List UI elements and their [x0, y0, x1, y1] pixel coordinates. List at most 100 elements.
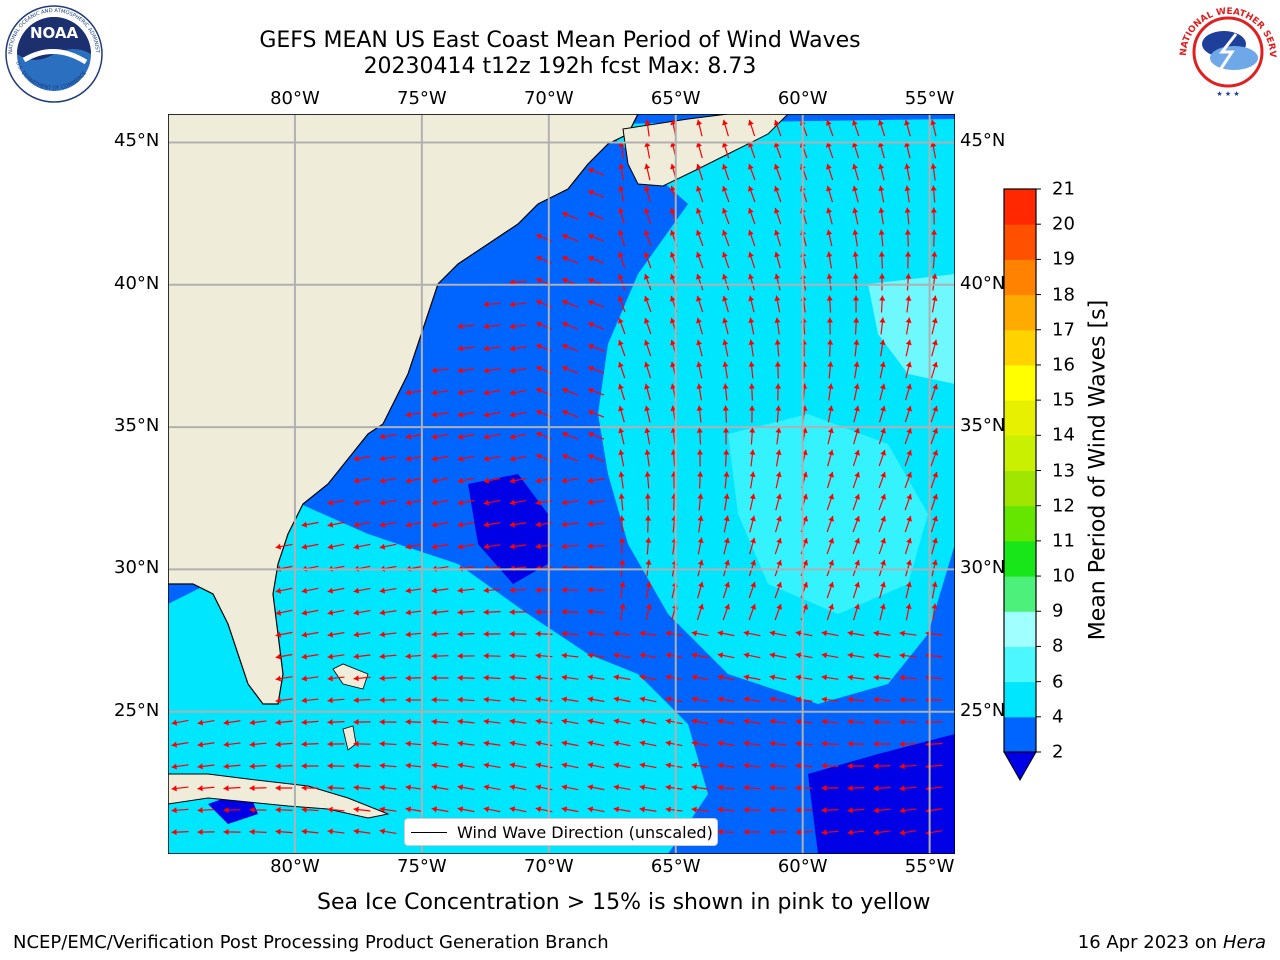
- wave-arrow: [457, 543, 475, 550]
- wave-arrow: [457, 323, 475, 330]
- wave-arrow: [639, 718, 657, 725]
- wave-arrow: [878, 449, 886, 467]
- wave-arrow: [405, 587, 423, 594]
- wave-arrow: [483, 674, 501, 681]
- wave-arrow: [905, 559, 912, 577]
- wave-arrow: [899, 807, 917, 814]
- wave-arrow: [723, 449, 730, 467]
- wave-arrow: [353, 762, 371, 769]
- wave-arrow: [587, 189, 605, 198]
- wave-arrow: [275, 741, 293, 748]
- wave-arrow: [457, 674, 475, 681]
- wave-arrow: [878, 515, 887, 533]
- wave-arrow: [769, 630, 787, 637]
- wave-arrow: [509, 411, 527, 418]
- wave-arrow: [774, 295, 781, 313]
- wave-arrow: [873, 696, 891, 703]
- wave-arrow: [905, 603, 912, 621]
- lon-tick-label-top: 80°W: [270, 88, 320, 109]
- wave-arrow: [795, 784, 813, 791]
- wave-arrow: [821, 652, 839, 659]
- wave-arrow: [327, 499, 345, 506]
- wave-arrow: [853, 405, 860, 423]
- wave-arrow: [405, 499, 423, 506]
- wave-arrow: [639, 696, 657, 703]
- wave-arrow: [379, 784, 397, 791]
- wave-arrow: [379, 521, 397, 528]
- wave-arrow: [587, 652, 605, 659]
- wave-arrow: [774, 537, 782, 555]
- wave-arrow: [483, 323, 501, 330]
- wave-arrow: [618, 141, 625, 159]
- wave-arrow: [722, 317, 729, 335]
- wave-arrow: [748, 339, 755, 357]
- wave-arrow: [774, 515, 782, 533]
- wave-arrow: [826, 537, 835, 555]
- wave-arrow: [483, 499, 501, 506]
- map-panel: [167, 113, 956, 855]
- wave-arrow: [930, 515, 938, 533]
- wave-arrow: [847, 630, 865, 637]
- colorbar-tick-label: 8: [1052, 635, 1064, 657]
- colorbar-tick-label: 16: [1052, 354, 1075, 376]
- wave-arrow: [457, 740, 475, 747]
- wave-arrow: [878, 251, 885, 269]
- wave-arrow: [722, 295, 729, 313]
- wave-arrow: [561, 477, 579, 484]
- wave-arrow: [509, 521, 527, 528]
- wave-arrow: [431, 718, 449, 725]
- wave-arrow: [644, 427, 651, 445]
- wave-arrow: [587, 409, 605, 418]
- wave-arrow: [327, 697, 345, 704]
- wave-arrow: [223, 828, 241, 835]
- colorbar-bin: [1004, 435, 1036, 471]
- wave-arrow: [827, 383, 834, 401]
- wave-arrow: [509, 367, 527, 374]
- wave-arrow: [587, 299, 605, 308]
- wave-arrow: [171, 807, 189, 814]
- wave-arrow: [774, 339, 781, 357]
- wave-arrow: [774, 251, 781, 269]
- wave-arrow: [613, 740, 631, 747]
- wave-arrow: [431, 367, 449, 374]
- wave-arrow: [873, 652, 891, 659]
- wave-arrow: [509, 630, 527, 637]
- wave-arrow: [717, 828, 735, 835]
- wave-arrow: [327, 609, 345, 616]
- wave-arrow: [930, 163, 937, 181]
- wave-arrow: [769, 696, 787, 703]
- wave-arrow: [275, 697, 293, 704]
- wave-arrow: [696, 273, 704, 291]
- wave-arrow: [644, 383, 651, 401]
- wave-arrow: [561, 321, 579, 330]
- wave-arrow: [665, 762, 683, 769]
- wave-arrow: [696, 185, 704, 203]
- wave-arrow: [904, 207, 911, 225]
- wave-arrow: [930, 493, 938, 511]
- wave-arrow: [873, 763, 891, 770]
- wave-arrow: [878, 185, 885, 203]
- wave-arrow: [197, 785, 215, 792]
- wave-arrow: [691, 718, 709, 725]
- wave-arrow: [644, 229, 652, 247]
- wave-arrow: [587, 255, 605, 264]
- wave-arrow: [509, 477, 527, 484]
- wave-arrow: [379, 718, 397, 725]
- wave-arrow: [748, 229, 756, 247]
- wave-arrow: [696, 361, 703, 379]
- wave-arrow: [930, 471, 938, 489]
- wave-arrow: [405, 718, 423, 725]
- wave-arrow: [774, 603, 783, 621]
- wave-arrow: [795, 807, 813, 814]
- wave-arrow: [431, 696, 449, 703]
- wave-arrow: [353, 609, 371, 616]
- wave-arrow: [722, 119, 729, 137]
- colorbar-tick-label: 18: [1052, 284, 1075, 306]
- wave-arrow: [249, 806, 267, 813]
- colorbar-tick-label: 21: [1052, 178, 1075, 200]
- wave-arrow: [457, 521, 475, 528]
- chart-subtitle: 20230414 t12z 192h fcst Max: 8.73: [363, 54, 757, 79]
- wave-arrow: [617, 339, 626, 357]
- wave-arrow: [645, 559, 652, 577]
- wave-arrow: [775, 405, 782, 423]
